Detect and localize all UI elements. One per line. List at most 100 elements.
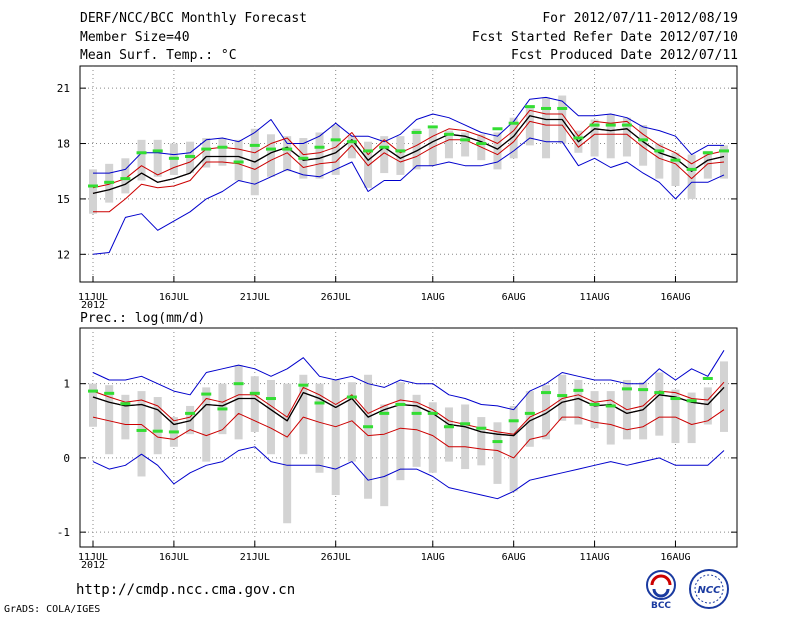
observed-marker	[605, 404, 616, 408]
x-tick-label: 1AUG	[421, 552, 445, 563]
y-tick-label: -1	[57, 526, 70, 539]
y-tick-label: 15	[57, 193, 70, 206]
range-bar	[461, 404, 470, 470]
observed-marker	[120, 402, 131, 406]
observed-marker	[524, 105, 535, 109]
range-bar	[542, 97, 551, 159]
upper-line	[92, 381, 725, 435]
observed-marker	[201, 147, 212, 151]
observed-marker	[233, 160, 244, 164]
observed-marker	[670, 158, 681, 162]
x-tick-label: 11JUL	[78, 552, 108, 563]
observed-marker	[492, 440, 503, 444]
range-bar	[137, 139, 146, 181]
x-tick-label: 1AUG	[421, 292, 445, 303]
observed-marker	[686, 399, 697, 403]
footer-url[interactable]: http://cmdp.ncc.cma.gov.cn	[76, 582, 296, 598]
observed-marker	[249, 143, 260, 147]
y-tick-label: 18	[57, 138, 70, 151]
observed-marker	[638, 388, 649, 392]
range-bar	[590, 391, 599, 429]
range-bar	[493, 422, 502, 484]
range-bar	[218, 138, 227, 166]
range-bar	[542, 385, 551, 440]
range-bar	[396, 136, 405, 175]
range-bar	[121, 394, 130, 440]
range-bar	[444, 130, 453, 159]
observed-marker	[541, 391, 552, 395]
ncc-logo: NCC	[688, 568, 730, 610]
observed-marker	[363, 425, 374, 429]
min-line	[92, 446, 725, 500]
observed-marker	[249, 391, 260, 395]
range-bar	[89, 383, 97, 427]
range-bar	[687, 154, 696, 199]
range-bar	[558, 374, 567, 421]
member-size-label: Member Size=40	[80, 30, 190, 45]
range-bar	[412, 128, 421, 170]
observed-marker	[298, 383, 309, 387]
observed-marker	[460, 138, 471, 142]
x-tick-label: 16AUG	[660, 292, 690, 303]
max-line	[92, 350, 725, 411]
observed-marker	[524, 411, 535, 415]
range-bar	[493, 132, 502, 170]
observed-marker	[363, 149, 374, 153]
range-bar	[137, 391, 146, 477]
observed-marker	[379, 411, 390, 415]
range-bar	[671, 389, 680, 444]
range-bar	[671, 152, 680, 186]
observed-marker	[88, 184, 98, 188]
range-bar	[266, 134, 275, 177]
range-bar	[347, 382, 356, 462]
mean-line	[92, 115, 725, 195]
bcc-logo: BCC	[640, 568, 682, 611]
x-tick-label: 11AUG	[580, 552, 610, 563]
range-bar	[461, 132, 470, 157]
chart-panel-2: -1 0 1 11JUL 16JUL 21JUL 26JUL 1AUG 6AUG 11AUG 16A…	[57, 311, 738, 571]
range-bar	[202, 387, 211, 462]
observed-marker	[605, 123, 616, 127]
observed-marker	[589, 402, 600, 406]
range-bar	[234, 139, 243, 181]
range-bar	[283, 383, 292, 524]
observed-marker	[443, 425, 454, 429]
lower-line	[92, 409, 725, 459]
range-bar	[655, 143, 664, 179]
forecast-started-date: Fcst Started Refer Date 2012/07/10	[471, 30, 738, 45]
observed-marker	[104, 180, 115, 184]
range-bar	[331, 379, 340, 496]
range-bar	[509, 405, 518, 492]
observed-marker	[152, 149, 163, 153]
forecast-period: For 2012/07/11-2012/08/19	[542, 11, 738, 26]
observed-marker	[670, 397, 681, 401]
observed-marker	[379, 145, 390, 149]
observed-marker	[557, 394, 568, 398]
observed-marker	[573, 388, 584, 392]
range-bar	[428, 402, 437, 473]
chart-title: DERF/NCC/BCC Monthly Forecast	[80, 11, 307, 26]
lower-line	[93, 120, 725, 213]
range-bar	[266, 379, 275, 455]
x-tick-label: 21JUL	[240, 552, 270, 563]
observed-marker	[492, 127, 503, 131]
range-bar	[606, 114, 615, 159]
x-tick-label: 21JUL	[240, 292, 270, 303]
observed-marker	[541, 106, 552, 110]
observed-marker	[217, 407, 228, 411]
observed-marker	[702, 376, 713, 380]
x-tick-label: 6AUG	[502, 292, 526, 303]
observed-marker	[185, 154, 196, 158]
observed-marker	[314, 401, 325, 405]
observed-marker	[395, 149, 406, 153]
range-bar	[525, 391, 534, 447]
range-bar	[590, 119, 599, 157]
observed-marker	[217, 145, 228, 149]
range-bar	[412, 394, 421, 467]
observed-marker	[233, 382, 244, 386]
range-bar	[283, 136, 292, 172]
range-bar	[509, 117, 518, 159]
observed-marker	[298, 156, 309, 160]
range-bar	[89, 169, 97, 214]
